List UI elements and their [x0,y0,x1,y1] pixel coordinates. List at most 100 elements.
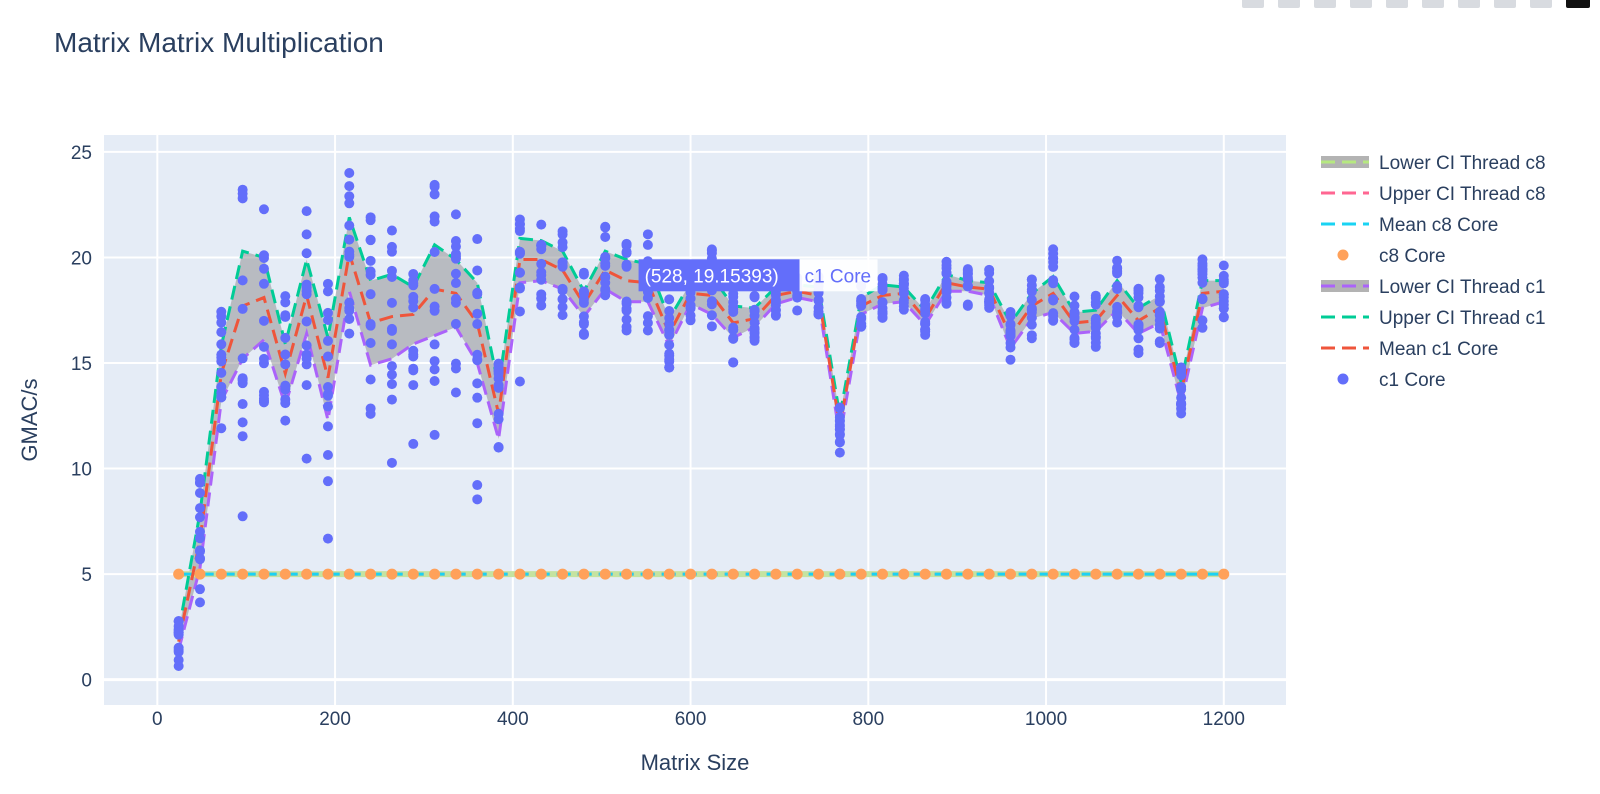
c8-core-point[interactable] [898,568,910,580]
c1-core-point[interactable] [1048,295,1059,306]
c1-core-point[interactable] [472,494,483,505]
c8-core-point[interactable] [429,568,441,580]
c8-core-point[interactable] [1196,568,1208,580]
c1-core-point[interactable] [365,374,376,385]
c1-core-point[interactable] [984,264,995,275]
c8-core-point[interactable] [386,568,398,580]
c1-core-point[interactable] [1005,319,1016,330]
c1-core-point[interactable] [472,308,483,319]
reset-axes-icon[interactable] [1530,0,1552,8]
c1-core-point[interactable] [194,477,205,488]
c1-core-point[interactable] [258,252,269,263]
c1-core-point[interactable] [216,423,227,434]
c8-core-point[interactable] [237,568,249,580]
c1-core-point[interactable] [344,168,355,179]
c1-core-point[interactable] [216,392,227,403]
c1-core-point[interactable] [578,288,589,299]
c1-core-point[interactable] [600,232,611,242]
c1-core-point[interactable] [1176,363,1187,374]
c1-core-point[interactable] [1154,274,1165,285]
legend-item[interactable]: Lower CI Thread c1 [1321,277,1546,298]
zoom-out-icon[interactable] [1458,0,1480,8]
c1-core-point[interactable] [173,642,184,653]
c1-core-point[interactable] [344,198,355,209]
c1-core-point[interactable] [792,305,803,316]
c1-core-point[interactable] [322,533,333,544]
c8-core-point[interactable] [493,568,505,580]
c1-core-point[interactable] [216,356,227,367]
c8-core-point[interactable] [215,568,227,580]
c1-core-point[interactable] [493,380,504,391]
c1-core-point[interactable] [877,272,888,283]
c1-core-point[interactable] [386,297,397,308]
c8-core-point[interactable] [301,568,313,580]
c1-core-point[interactable] [621,305,632,316]
c1-core-point[interactable] [237,399,248,410]
c1-core-point[interactable] [941,278,952,289]
c1-core-point[interactable] [898,279,909,290]
camera-icon[interactable] [1242,0,1264,8]
c1-core-point[interactable] [1112,262,1123,273]
c8-core-point[interactable] [749,568,761,580]
c8-core-point[interactable] [642,568,654,580]
c1-core-point[interactable] [664,329,675,340]
c1-core-point[interactable] [322,335,333,346]
c1-core-point[interactable] [322,449,333,460]
c1-core-point[interactable] [1133,324,1144,335]
c8-core-point[interactable] [1090,568,1102,580]
c1-core-point[interactable] [322,307,333,318]
c1-core-point[interactable] [920,316,931,327]
c1-core-point[interactable] [472,319,483,330]
c1-core-point[interactable] [386,379,397,390]
c1-core-point[interactable] [386,361,397,372]
c1-core-point[interactable] [1112,281,1123,292]
c1-core-point[interactable] [365,215,376,226]
c8-core-point[interactable] [322,568,334,580]
c1-core-point[interactable] [578,267,589,278]
c1-core-point[interactable] [493,442,504,453]
c1-core-point[interactable] [408,438,419,449]
c1-core-point[interactable] [194,546,205,557]
c1-core-point[interactable] [941,260,952,271]
c1-core-point[interactable] [984,302,995,313]
c1-core-point[interactable] [749,292,760,303]
c1-core-point[interactable] [642,325,653,336]
c1-core-point[interactable] [1090,313,1101,324]
c8-core-point[interactable] [535,568,547,580]
c1-core-point[interactable] [258,390,269,401]
c1-core-point[interactable] [1026,330,1037,341]
c1-core-point[interactable] [280,349,291,360]
c1-core-point[interactable] [664,294,675,305]
c1-core-point[interactable] [280,310,291,321]
c1-core-point[interactable] [365,289,376,300]
c1-core-point[interactable] [621,314,632,325]
c1-core-point[interactable] [365,235,376,246]
c1-core-point[interactable] [386,272,397,283]
c1-core-point[interactable] [365,337,376,348]
c1-core-point[interactable] [536,300,547,311]
c1-core-point[interactable] [1090,321,1101,332]
c1-core-point[interactable] [834,415,845,426]
c1-core-point[interactable] [621,246,632,257]
c1-core-point[interactable] [386,325,397,336]
legend[interactable]: Lower CI Thread c8 Upper CI Thread c8 Mean… [1321,153,1546,391]
c1-core-point[interactable] [728,357,739,368]
c1-core-point[interactable] [1218,311,1229,322]
c1-core-point[interactable] [450,209,461,220]
autoscale-icon[interactable] [1494,0,1516,8]
c1-core-point[interactable] [173,616,184,627]
c1-core-point[interactable] [600,221,611,232]
c1-core-point[interactable] [1005,354,1016,365]
c1-core-point[interactable] [450,235,461,246]
c1-core-point[interactable] [450,363,461,374]
c1-core-point[interactable] [301,248,312,259]
c8-core-point[interactable] [1111,568,1123,580]
c1-core-point[interactable] [1197,293,1208,304]
c1-core-point[interactable] [365,255,376,266]
c1-core-point[interactable] [834,424,845,435]
c1-core-point[interactable] [450,293,461,304]
c1-core-point[interactable] [1069,324,1080,335]
c1-core-point[interactable] [834,403,845,414]
c1-core-point[interactable] [408,345,419,356]
c8-core-point[interactable] [855,568,867,580]
